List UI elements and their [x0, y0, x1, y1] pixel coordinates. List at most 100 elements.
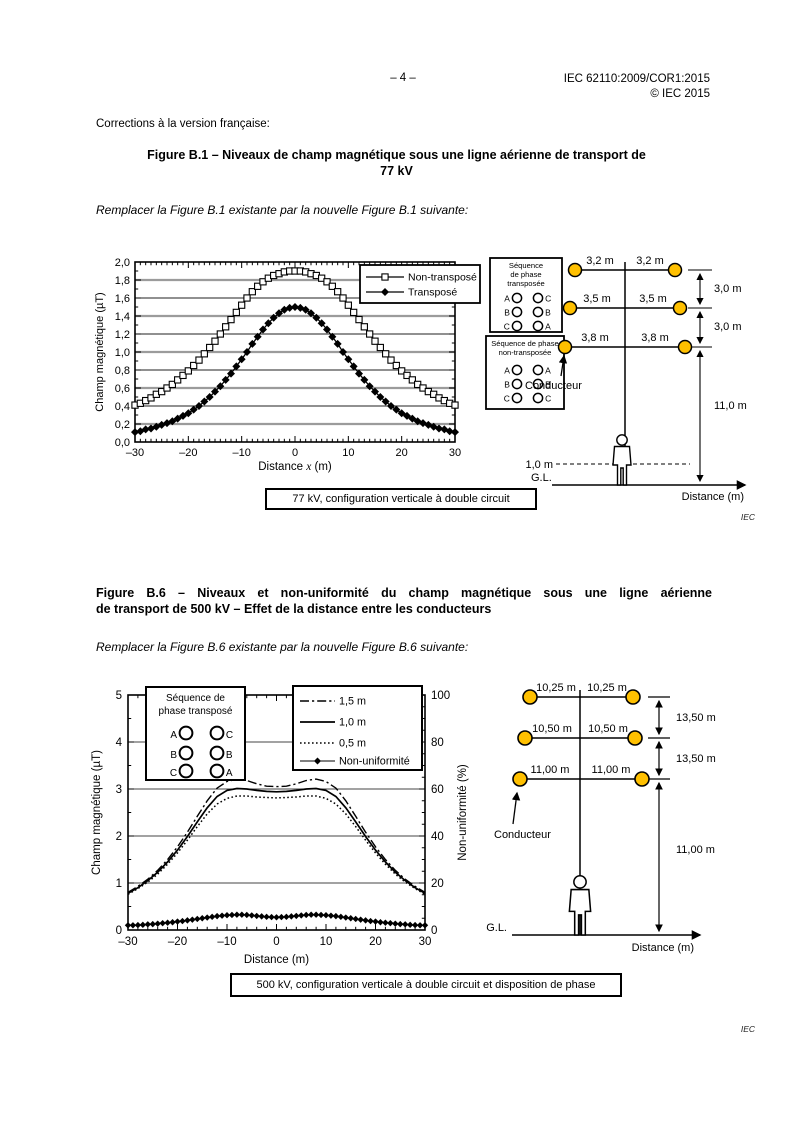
distance-axis-label: Distance (m)	[632, 942, 694, 954]
conductor-dot	[677, 339, 693, 355]
arm-length-label: 10,25 m	[536, 682, 576, 694]
x-tick-label: –10	[232, 447, 250, 459]
doc-reference: IEC 62110:2009/COR1:2015	[563, 73, 710, 85]
svg-text:Séquence de: Séquence de	[166, 693, 225, 704]
y-axis-title-left: Champ magnétique (µT)	[91, 750, 103, 875]
y-tick-label: 1,0	[115, 347, 130, 359]
conductor-dot	[625, 689, 641, 705]
svg-text:B: B	[504, 380, 510, 390]
y-tick-label: 0,0	[115, 437, 130, 449]
y-tick-label-right: 60	[431, 784, 444, 796]
x-tick-label: 10	[320, 936, 333, 948]
series-line	[127, 787, 426, 895]
conductor-dot	[672, 300, 688, 316]
x-tick-label: 20	[396, 447, 408, 459]
arm-length-label: 10,50 m	[532, 723, 572, 735]
y-tick-label: 1,6	[115, 293, 130, 305]
y-tick-label: 1,8	[115, 275, 130, 287]
y-tick-label-left: 3	[116, 784, 122, 796]
conductor-dot	[627, 730, 643, 746]
y-tick-label: 0,8	[115, 365, 130, 377]
y-tick-label-left: 5	[116, 690, 122, 702]
iec-mark: IEC	[740, 512, 755, 522]
conductor-dot	[557, 339, 573, 355]
y-tick-label-right: 40	[431, 831, 444, 843]
b1-legend: Non-transposé Transposé	[359, 264, 481, 304]
height-label: 11,0 m	[714, 400, 747, 412]
y-axis-title-right: Non-uniformité (%)	[457, 764, 469, 861]
spacing-label: 13,50 m	[676, 753, 716, 765]
svg-text:A: A	[226, 768, 233, 779]
x-axis-title: Distance (m)	[244, 954, 309, 966]
b1-tower-labels: 3,2 m 3,2 m 3,5 m 3,5 m 3,8 m 3,8 m 3,0 …	[525, 255, 747, 503]
b6-legend: 1,5 m 1,0 m 0,5 m Non-uniformité	[292, 685, 423, 771]
y-tick-label: 0,4	[115, 401, 130, 413]
svg-text:phase transposé: phase transposé	[159, 706, 233, 717]
conductor-dot	[522, 689, 538, 705]
svg-text:C: C	[545, 394, 551, 404]
person-figure	[568, 874, 592, 936]
page-header: – 4 – IEC 62110:2009/COR1:2015 © IEC 201…	[96, 72, 710, 104]
b1-dimension-marks	[688, 269, 712, 483]
y-tick-label-left: 4	[116, 737, 123, 749]
legend-label: Non-transposé	[408, 272, 477, 284]
arm-length-label: 3,5 m	[583, 293, 611, 305]
svg-text:A: A	[545, 366, 551, 376]
figure-b6-heading-line1: Figure B.6 – Niveaux et non-uniformité d…	[96, 586, 712, 600]
spacing-label: 3,0 m	[714, 321, 742, 333]
y-tick-label-left: 0	[116, 925, 122, 937]
y-tick-label-left: 2	[116, 831, 122, 843]
svg-text:Séquence de phase: Séquence de phase	[491, 339, 559, 348]
legend-label: 1,5 m	[339, 696, 366, 708]
figure-b6-heading: Figure B.6 – Niveaux et non-uniformité d…	[96, 585, 712, 617]
intro-text: Corrections à la version française:	[96, 118, 270, 130]
y-axis-title: Champ magnétique (µT)	[94, 292, 106, 411]
x-tick-label: –20	[168, 936, 187, 948]
x-tick-label: 0	[292, 447, 298, 459]
conductor-dot	[634, 771, 650, 787]
x-tick-label: –30	[126, 447, 144, 459]
y-tick-label-right: 20	[431, 878, 444, 890]
b1-conductors	[557, 262, 693, 355]
x-axis-title: Distance x (m)	[258, 461, 332, 473]
person-figure	[612, 434, 632, 486]
figure-b6-heading-line2: de transport de 500 kV – Effet de la dis…	[96, 602, 492, 616]
x-tick-label: –30	[118, 936, 137, 948]
figure-b1-instruction: Remplacer la Figure B.1 existante par la…	[96, 203, 469, 217]
y-tick-label: 0,2	[115, 419, 130, 431]
svg-text:non-transposée: non-transposée	[499, 348, 552, 357]
x-tick-label: –20	[179, 447, 197, 459]
y-tick-label-left: 1	[116, 878, 122, 890]
x-tick-label: 10	[342, 447, 354, 459]
b1-conductor-arrow	[558, 354, 568, 377]
height-label: 11,00 m	[676, 844, 715, 856]
arm-length-label: 11,00 m	[592, 764, 631, 776]
svg-text:B: B	[545, 308, 551, 318]
legend-label: 1,0 m	[339, 717, 366, 729]
spacing-label: 3,0 m	[714, 283, 742, 295]
y-tick-label-right: 0	[431, 925, 437, 937]
arm-length-label: 3,8 m	[641, 332, 669, 344]
figure-b6-caption-box: 500 kV, configuration verticale à double…	[230, 973, 622, 997]
copyright-line: © IEC 2015	[650, 87, 710, 100]
y-tick-label-right: 100	[431, 690, 450, 702]
svg-text:A: A	[545, 322, 551, 332]
svg-text:B: B	[504, 308, 510, 318]
ground-level-label: G.L.	[531, 472, 552, 484]
arm-length-label: 10,50 m	[588, 723, 628, 735]
figure-b1-heading: Figure B.1 – Niveaux de champ magnétique…	[0, 147, 793, 179]
x-tick-label: 30	[449, 447, 461, 459]
spacing-label: 13,50 m	[676, 712, 716, 724]
svg-text:de phase: de phase	[510, 270, 541, 279]
figure-b6-instruction: Remplacer la Figure B.6 existante par la…	[96, 640, 469, 654]
conductor-dot	[567, 262, 583, 278]
legend-label: Non-uniformité	[339, 756, 410, 768]
legend-label: 0,5 m	[339, 738, 366, 750]
conductor-dot	[667, 262, 683, 278]
